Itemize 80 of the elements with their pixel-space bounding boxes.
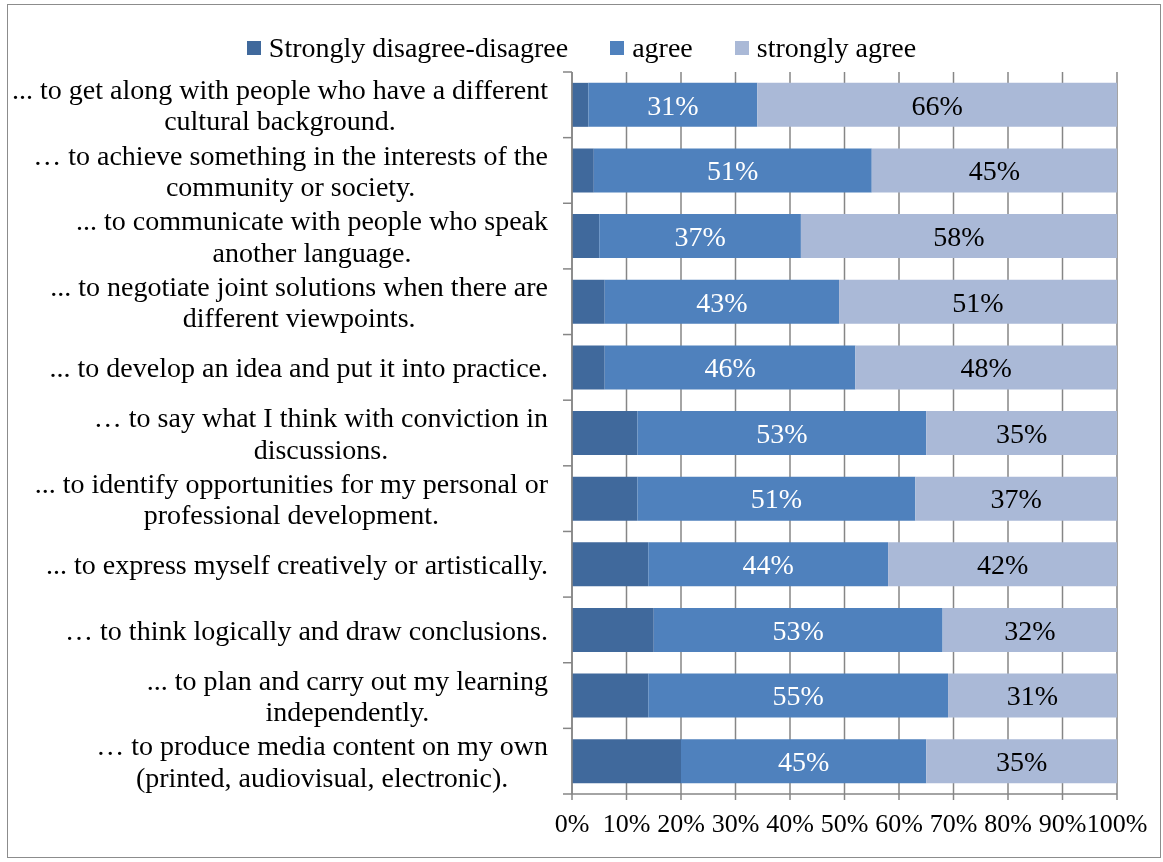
y-tick-label: … to think logically and draw conclusions. [65, 614, 548, 646]
legend-label: agree [632, 32, 693, 64]
bar [915, 476, 1117, 521]
bar [757, 82, 1117, 127]
bar [871, 148, 1117, 193]
x-tick-label: 20% [657, 809, 705, 839]
bar [572, 542, 649, 587]
x-tick-label: 70% [929, 809, 978, 839]
data-label: 35% [995, 745, 1048, 777]
x-tick-label: 100% [1086, 809, 1148, 839]
x-tick-label: 50% [820, 809, 869, 839]
data-label: 48% [960, 352, 1012, 384]
bar [681, 739, 927, 784]
bar [637, 476, 916, 521]
data-label: 44% [742, 549, 794, 581]
y-tick-label: ... to express myself creatively or artistically. [45, 549, 549, 581]
bar [588, 82, 758, 127]
data-label: 51% [707, 155, 759, 187]
data-label: 53% [772, 614, 824, 646]
bar [572, 607, 654, 652]
data-label: 37% [674, 220, 726, 252]
bar [800, 214, 1117, 259]
data-label: 45% [968, 155, 1021, 187]
bar [648, 542, 889, 587]
bar [948, 673, 1117, 718]
bar [926, 411, 1117, 456]
bar [593, 148, 872, 193]
y-tick-label: ... to get along with people who have a different cultural background. [12, 73, 549, 137]
data-label: 51% [952, 286, 1004, 318]
data-label: 66% [911, 89, 963, 121]
y-tick-label: … to achieve something in the interests of the community or society. [33, 139, 548, 202]
y-tick-label: ... to develop an idea and put it into practice. [49, 352, 549, 384]
data-label: 53% [756, 417, 808, 449]
data-label: 58% [933, 220, 985, 252]
bar [572, 476, 638, 521]
y-tick-label: … to produce media content on my own (printed, audiovisual, electronic). [96, 730, 548, 793]
data-label: 55% [772, 680, 824, 712]
data-label: 42% [976, 549, 1029, 581]
bar [572, 82, 589, 127]
bar [653, 607, 943, 652]
bar [888, 542, 1117, 587]
y-tick-label: ... to negotiate joint solutions when there are different viewpoints. [50, 270, 548, 334]
bar [604, 279, 840, 324]
y-tick-label: ... to communicate with people who speak another language. [76, 205, 548, 268]
bar [648, 673, 949, 718]
data-label: 32% [1004, 614, 1056, 646]
bar [572, 214, 600, 259]
bar [942, 607, 1117, 652]
data-label: 45% [777, 745, 830, 777]
y-tick-label: ... to plan and carry out my learning independently. [146, 664, 548, 728]
x-tick-label: 30% [711, 809, 760, 839]
bar [572, 279, 605, 324]
bar [572, 345, 605, 390]
bar [604, 345, 856, 390]
legend-label: Strongly disagree-disagree [268, 32, 569, 64]
x-tick-label: 80% [984, 809, 1032, 839]
x-tick-label: 10% [602, 809, 651, 839]
y-tick-label: ... to identify opportunities for my personal or professional development. [34, 467, 549, 531]
bar [572, 148, 594, 193]
y-tick-label: … to say what I think with conviction in discussions. [93, 402, 548, 465]
x-tick-label: 40% [766, 809, 814, 839]
data-label: 46% [704, 352, 756, 384]
data-label: 51% [750, 483, 803, 515]
legend-label: strongly agree [756, 32, 917, 64]
data-label: 35% [995, 417, 1048, 449]
data-label: 37% [990, 483, 1042, 515]
bar [572, 673, 649, 718]
bar [839, 279, 1117, 324]
data-label: 31% [647, 89, 699, 121]
bar [637, 411, 927, 456]
bar [599, 214, 801, 259]
bar [855, 345, 1117, 390]
x-tick-label: 0% [554, 809, 590, 839]
bar [572, 411, 638, 456]
bar [572, 739, 681, 784]
x-tick-label: 60% [875, 809, 923, 839]
x-tick-label: 90% [1038, 809, 1087, 839]
data-label: 31% [1006, 680, 1059, 712]
data-label: 43% [696, 286, 748, 318]
bar [926, 739, 1117, 784]
